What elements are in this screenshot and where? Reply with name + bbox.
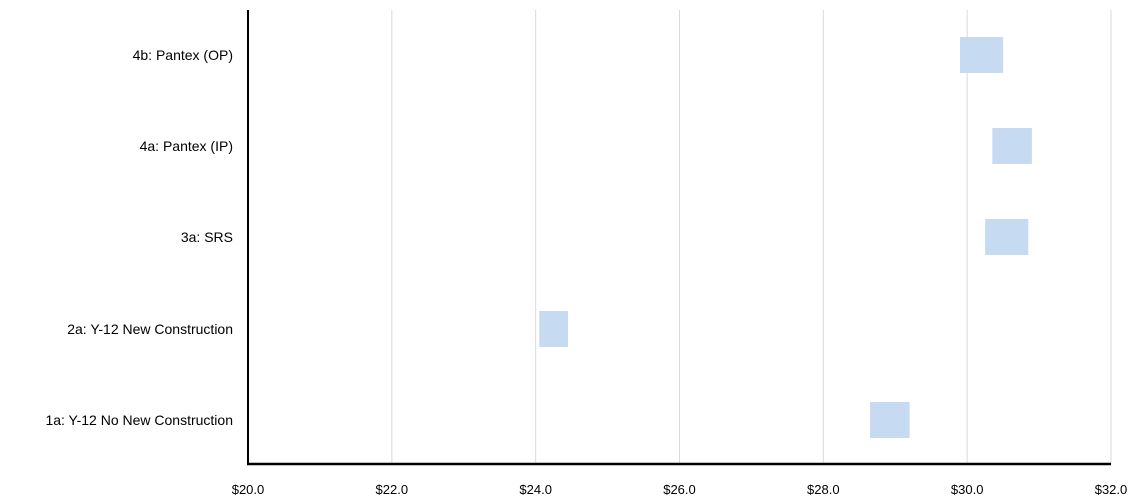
bars [539,37,1032,438]
axes [247,10,1111,466]
range-bar [985,219,1029,255]
range-bar [539,311,569,347]
category-label: 2a: Y-12 New Construction [67,321,233,337]
x-tick-label: $20.0 [232,482,265,497]
category-labels: 4b: Pantex (OP) 4a: Pantex (IP) 3a: SRS 2a:… [45,47,233,428]
category-label: 3a: SRS [181,229,233,245]
x-tick-label: $22.0 [376,482,409,497]
range-bar [870,402,910,438]
x-tick-label: $24.0 [519,482,552,497]
category-label: 1a: Y-12 No New Construction [45,412,233,428]
category-label: 4a: Pantex (IP) [140,138,233,154]
x-tick-label: $30.0 [951,482,984,497]
x-tick-label: $26.0 [663,482,696,497]
x-tick-label: $32.0 [1095,482,1128,497]
range-bar [992,128,1032,164]
x-tick-labels: $20.0 $22.0 $24.0 $26.0 $28.0 $30.0 $32.0 [232,482,1128,497]
gridlines [391,10,1112,464]
category-label: 4b: Pantex (OP) [133,47,233,63]
x-tick-label: $28.0 [807,482,840,497]
range-bar [959,37,1004,73]
